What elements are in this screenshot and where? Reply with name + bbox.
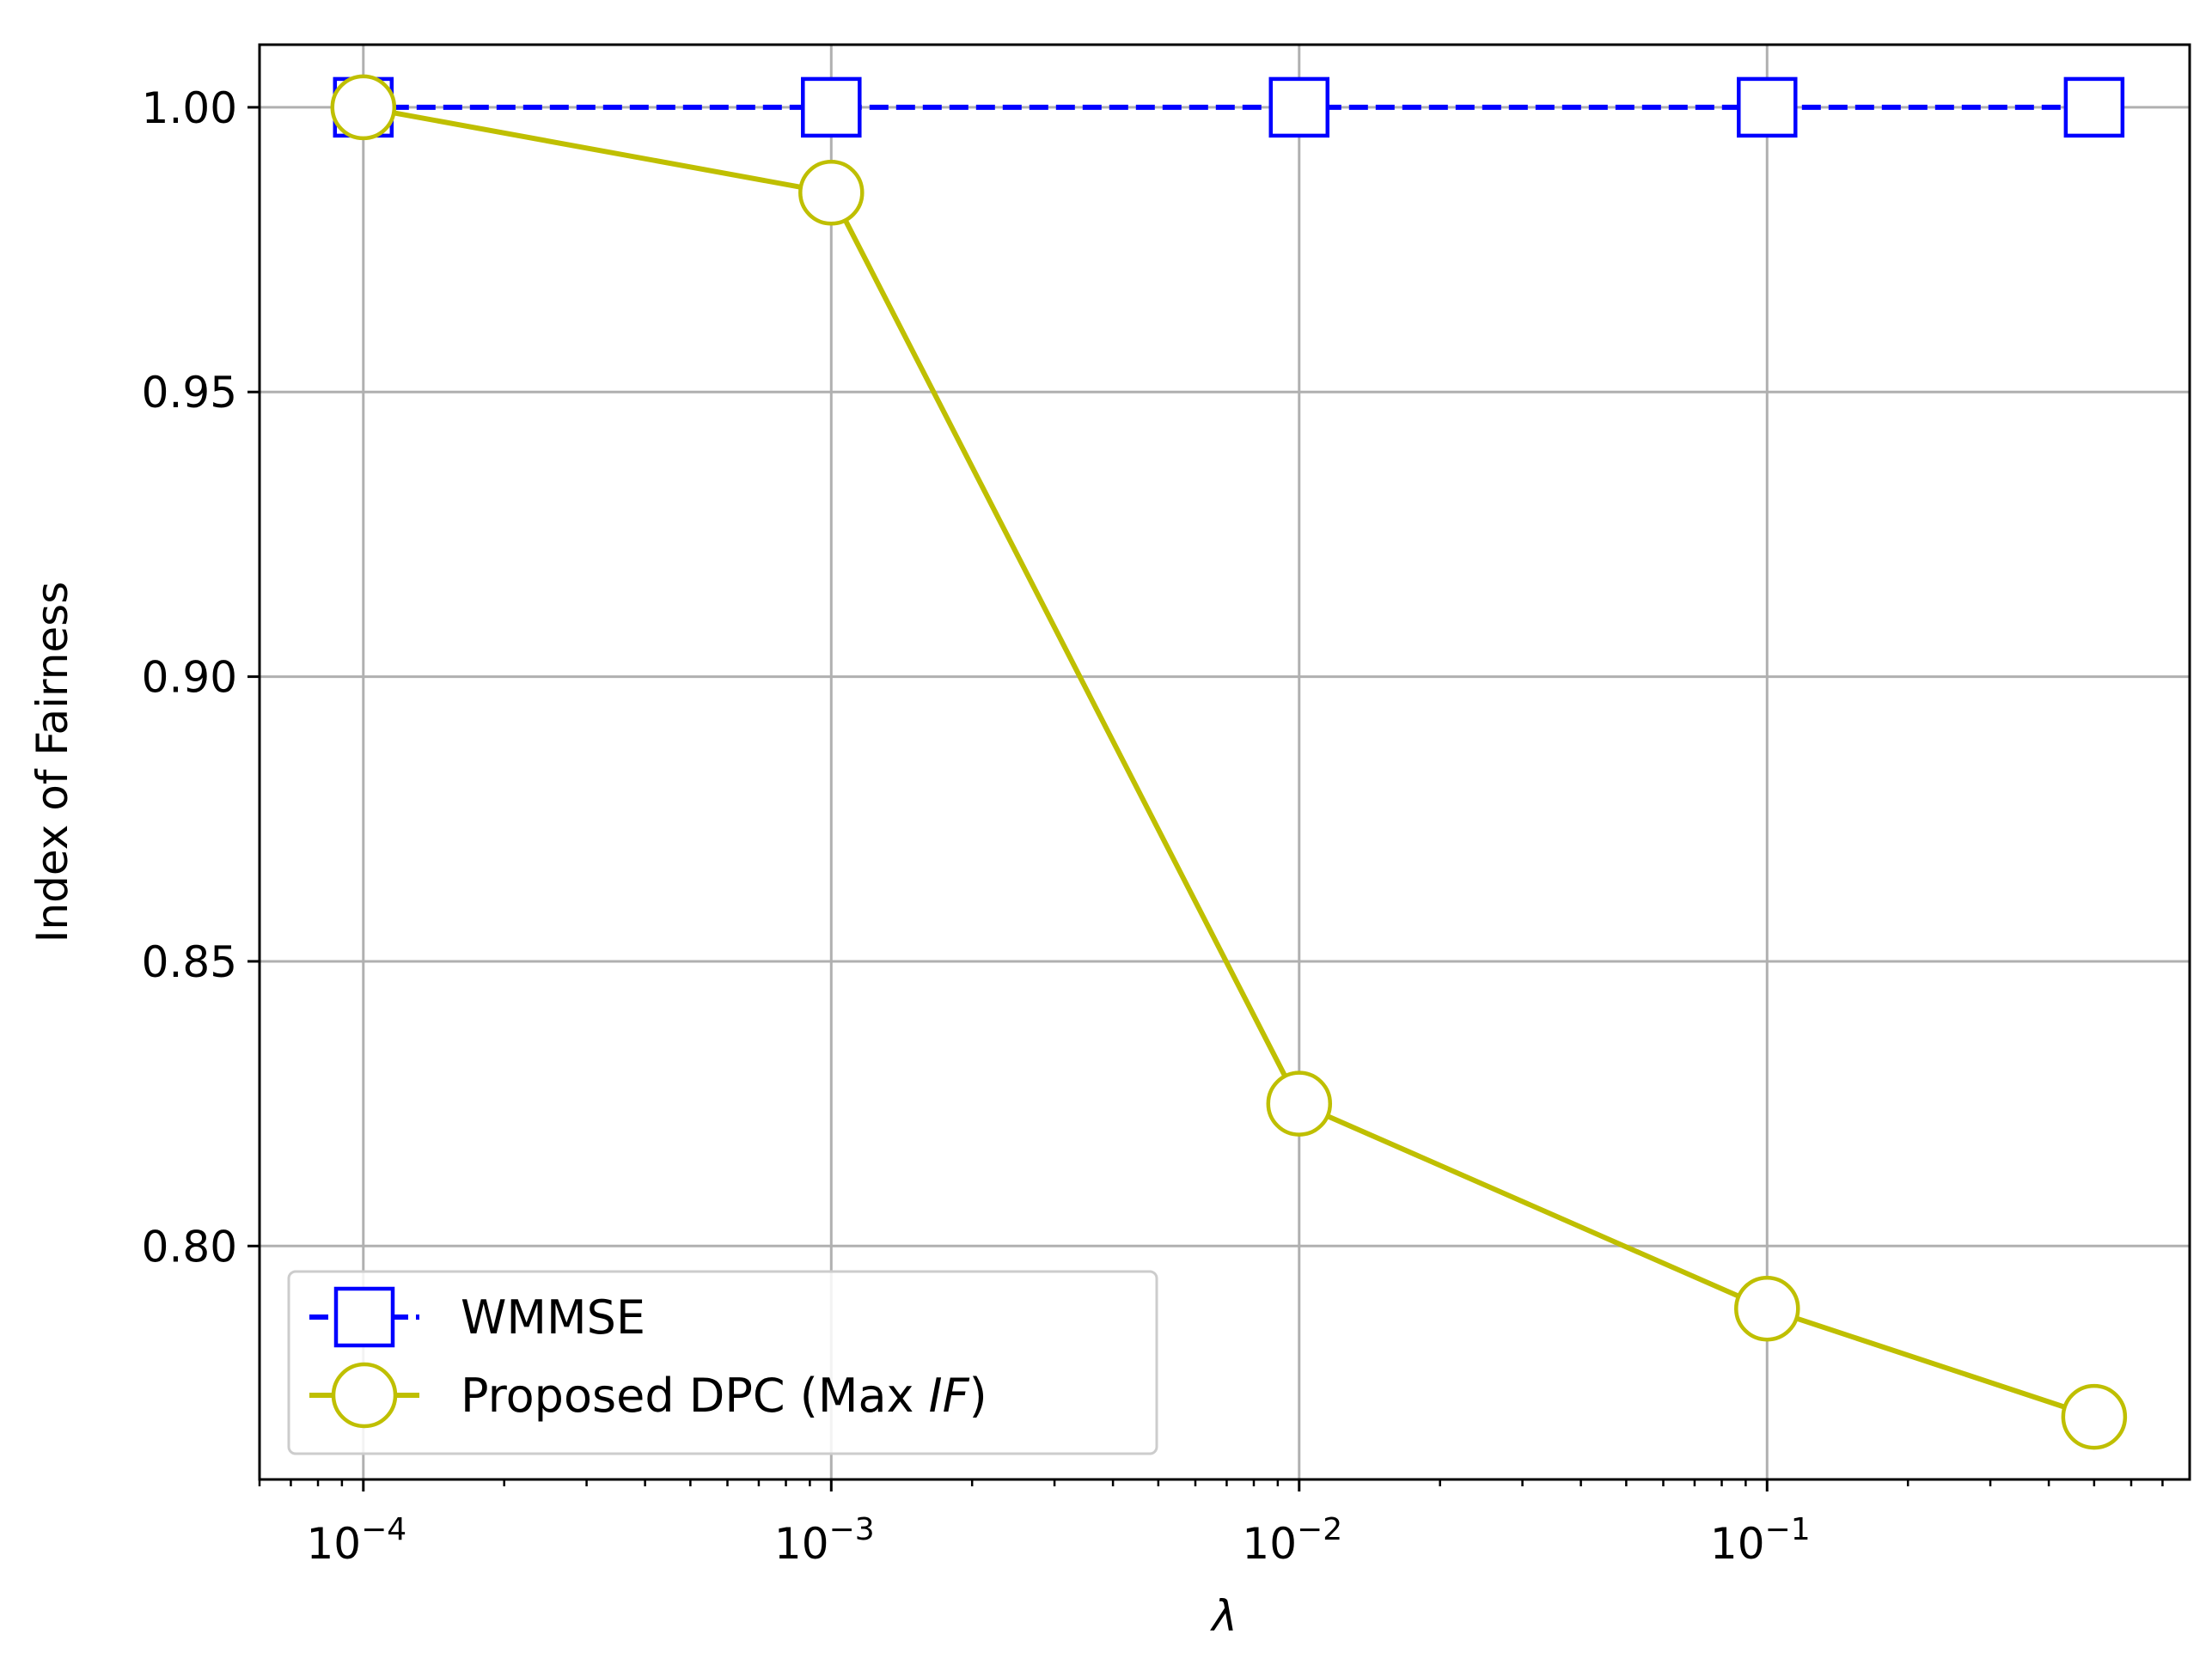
y-axis-title: Index of Fairness (27, 582, 77, 943)
x-axis: 10−4 10−3 10−2 10−1 (258, 1479, 2164, 1569)
data-point (1266, 1070, 1333, 1137)
series-layer (330, 74, 2128, 1450)
data-point (1734, 1275, 1800, 1342)
data-point (330, 74, 397, 141)
legend-label: Proposed DPC (Max IF) (461, 1369, 987, 1423)
series-1 (330, 74, 2128, 1450)
legend-entry: Proposed DPC (Max IF) (309, 1362, 987, 1429)
y-tick-label: 0.80 (142, 1222, 237, 1272)
data-point (1737, 76, 1798, 138)
data-point (2061, 1383, 2128, 1450)
y-tick-label: 1.00 (142, 83, 237, 133)
legend-frame (287, 1270, 1158, 1455)
legend-entry: WMMSE (309, 1286, 645, 1348)
legend-marker (331, 1362, 398, 1429)
data-point (798, 160, 865, 226)
x-tick-label: 10−2 (1242, 1512, 1342, 1569)
legend-marker (333, 1286, 395, 1348)
legend: WMMSE Proposed DPC (Max IF) (287, 1270, 1158, 1455)
data-point (2063, 76, 2125, 138)
data-point (801, 76, 862, 138)
x-axis-title: λ (1209, 1591, 1237, 1641)
legend-label: WMMSE (461, 1290, 645, 1345)
x-tick-label: 10−1 (1710, 1512, 1811, 1569)
data-point (1268, 76, 1330, 138)
plot-area (260, 45, 2190, 1479)
plot-frame (258, 43, 2191, 1481)
y-tick-label: 0.85 (142, 937, 237, 987)
x-tick-label: 10−4 (306, 1512, 406, 1569)
y-tick-label: 0.90 (142, 653, 237, 703)
x-tick-label: 10−3 (774, 1512, 875, 1569)
y-axis: 0.80 0.85 0.90 0.95 1.00 (142, 83, 260, 1272)
y-tick-label: 0.95 (142, 368, 237, 418)
